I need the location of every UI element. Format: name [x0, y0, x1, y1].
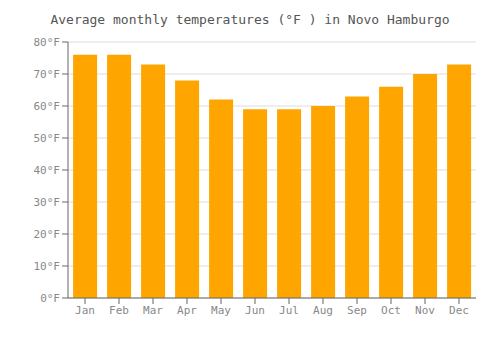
- svg-text:Aug: Aug: [313, 304, 333, 317]
- svg-text:40°F: 40°F: [34, 164, 61, 177]
- svg-text:Nov: Nov: [415, 304, 435, 317]
- svg-text:Feb: Feb: [109, 304, 129, 317]
- svg-text:10°F: 10°F: [34, 260, 61, 273]
- svg-text:70°F: 70°F: [34, 68, 61, 81]
- svg-text:0°F: 0°F: [40, 292, 60, 305]
- svg-text:Jan: Jan: [75, 304, 95, 317]
- svg-text:Jul: Jul: [279, 304, 299, 317]
- svg-text:May: May: [211, 304, 231, 317]
- svg-text:Sep: Sep: [347, 304, 367, 317]
- svg-text:50°F: 50°F: [34, 132, 61, 145]
- svg-text:60°F: 60°F: [34, 100, 61, 113]
- svg-text:30°F: 30°F: [34, 196, 61, 209]
- svg-text:Jun: Jun: [245, 304, 265, 317]
- svg-text:Oct: Oct: [381, 304, 401, 317]
- html-text:Average monthly temperatures (: Average monthly temperatures (°F ) in No…: [50, 12, 450, 27]
- svg-text:Mar: Mar: [143, 304, 163, 317]
- svg-text:Apr: Apr: [177, 304, 197, 317]
- svg-text:Dec: Dec: [449, 304, 469, 317]
- svg-text:20°F: 20°F: [34, 228, 61, 241]
- svg-text:80°F: 80°F: [34, 36, 61, 49]
